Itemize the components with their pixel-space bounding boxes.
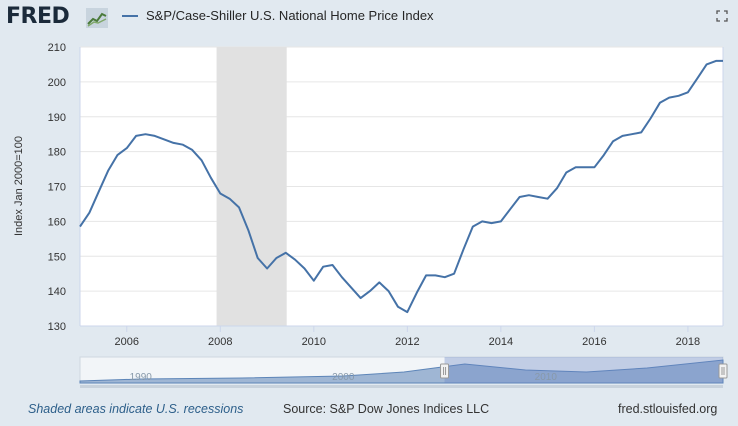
legend-swatch (122, 14, 138, 17)
y-tick-label: 190 (48, 112, 66, 124)
y-tick-label: 130 (48, 321, 66, 333)
recession-band (216, 47, 287, 326)
navigator-series (79, 359, 724, 384)
chart-legend: S&P/Case-Shiller U.S. National Home Pric… (122, 8, 434, 23)
navigator-tick-label: 2010 (535, 372, 558, 383)
fred-logo[interactable]: FRED (6, 4, 70, 29)
x-tick-label: 2012 (395, 336, 419, 348)
x-tick-label: 2008 (208, 336, 232, 348)
navigator-handle[interactable] (718, 363, 728, 379)
source-note: Source: S&P Dow Jones Indices LLC (283, 402, 490, 416)
y-tick-label: 140 (48, 286, 66, 298)
fred-graph-icon (86, 8, 108, 28)
site-link[interactable]: fred.stlouisfed.org (618, 402, 718, 416)
x-tick-label: 2006 (115, 336, 139, 348)
y-tick-label: 160 (48, 216, 66, 228)
y-tick-label: 170 (48, 182, 66, 194)
legend-series-label[interactable]: S&P/Case-Shiller U.S. National Home Pric… (146, 8, 434, 23)
x-tick-label: 2016 (582, 336, 606, 348)
navigator-scrollbar[interactable] (80, 385, 723, 388)
navigator-tick-label: 1990 (130, 372, 153, 383)
navigator-tick-label: 2000 (332, 372, 355, 383)
y-tick-label: 200 (48, 77, 66, 89)
chart-header: FRED S&P/Case-Shiller U.S. National Home… (0, 0, 738, 36)
y-tick-label: 180 (48, 147, 66, 159)
recession-shading (216, 47, 287, 326)
y-tick-label: 210 (48, 42, 66, 54)
recession-note: Shaded areas indicate U.S. recessions (28, 402, 244, 416)
x-tick-label: 2010 (302, 336, 326, 348)
navigator-selection[interactable] (444, 357, 723, 383)
series-group (79, 59, 723, 314)
range-navigator[interactable]: 1990 2000 2010 (79, 356, 728, 388)
y-axis-label: Index Jan 2000=100 (13, 136, 25, 236)
y-axis: 130 140 150 160 170 180 190 200 210 (48, 42, 66, 333)
chart-area: 130 140 150 160 170 180 190 200 210 2006 2008 2010… (13, 42, 728, 388)
x-axis: 2006 2008 2010 2012 2014 2016 2018 (80, 325, 723, 348)
series-line[interactable] (79, 59, 723, 314)
x-tick-label: 2014 (489, 336, 513, 348)
navigator-handle[interactable] (440, 363, 450, 379)
fullscreen-icon[interactable] (716, 10, 728, 22)
y-tick-label: 150 (48, 251, 66, 263)
x-tick-label: 2018 (676, 336, 700, 348)
